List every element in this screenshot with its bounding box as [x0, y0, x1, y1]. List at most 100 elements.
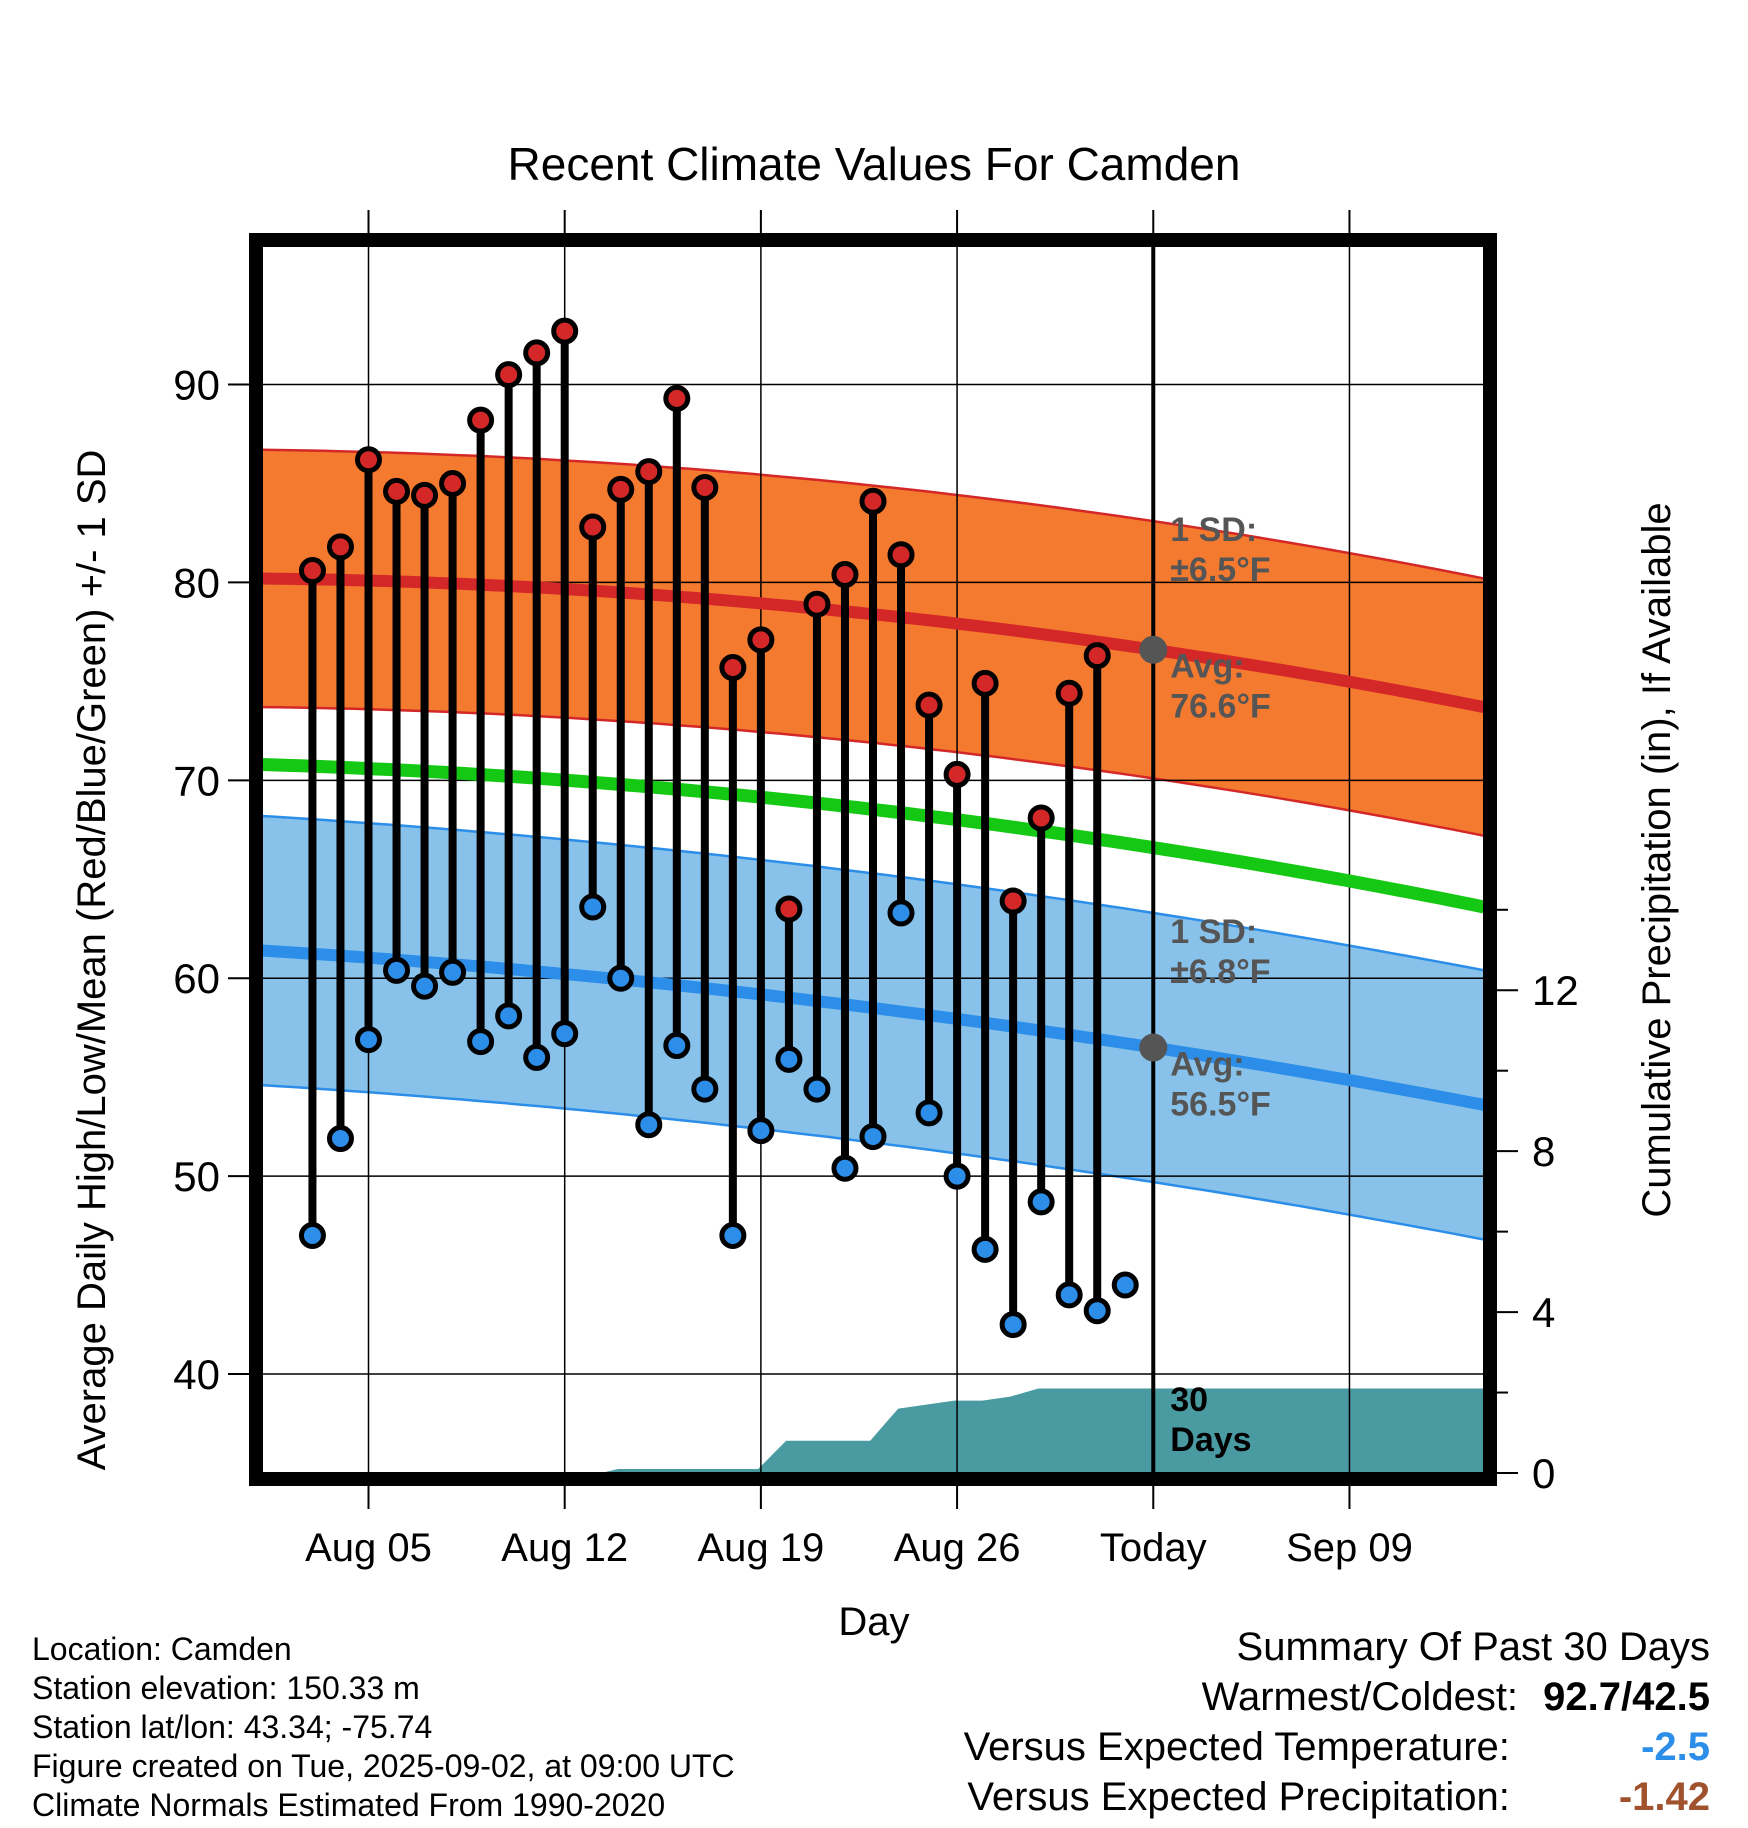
y-tick-label-left: 40: [173, 1351, 220, 1398]
daily-low-point: [523, 1043, 551, 1071]
daily-high-point: [943, 760, 971, 788]
summary-precip-row: Versus Expected Precipitation: -1.42: [964, 1772, 1710, 1822]
y-tick-label-left: 90: [173, 362, 220, 409]
elevation-text: Station elevation: 150.33 m: [32, 1670, 420, 1706]
normals-text: Climate Normals Estimated From 1990-2020: [32, 1787, 666, 1823]
y-tick-label-left: 50: [173, 1153, 220, 1200]
daily-low-point: [971, 1235, 999, 1263]
daily-low-point: [298, 1222, 326, 1250]
high-sd-annotation-value: ±6.5°F: [1170, 551, 1270, 589]
x-tick-label: Aug 12: [501, 1526, 628, 1570]
daily-high-point: [439, 469, 467, 497]
daily-low-point: [467, 1028, 495, 1056]
summary-panel: Summary Of Past 30 Days Warmest/Coldest:…: [964, 1622, 1710, 1822]
daily-high-point: [298, 557, 326, 585]
daily-high-point: [691, 473, 719, 501]
y-tick-label-left: 70: [173, 757, 220, 804]
summary-warmest-row: Warmest/Coldest: 92.7/42.5: [964, 1672, 1710, 1722]
avg-high-marker: [1139, 635, 1168, 664]
daily-high-point: [971, 669, 999, 697]
y-tick-label-right: 8: [1532, 1128, 1555, 1175]
daily-low-point: [607, 964, 635, 992]
station-metadata: Location: Camden Station elevation: 150.…: [32, 1630, 735, 1825]
daily-high-point: [411, 481, 439, 509]
daily-low-point: [635, 1111, 663, 1139]
daily-low-point: [719, 1222, 747, 1250]
x-tick-label: Aug 26: [894, 1526, 1021, 1570]
daily-low-point: [1111, 1271, 1139, 1299]
y-axis-label-right: Cumulative Precipitation (in), If Availa…: [1635, 502, 1679, 1217]
daily-low-point: [943, 1162, 971, 1190]
temp-value: -2.5: [1641, 1725, 1710, 1769]
low-sd-annotation-label: 1 SD:: [1170, 913, 1257, 951]
daily-low-point: [663, 1032, 691, 1060]
y-axis-label-left: Average Daily High/Low/Mean (Red/Blue/Gr…: [70, 450, 114, 1471]
daily-low-point: [355, 1026, 383, 1054]
location-text: Location: Camden: [32, 1631, 292, 1667]
daily-high-point: [831, 561, 859, 589]
x-tick-label: Today: [1100, 1526, 1207, 1570]
high-sd-annotation-label: 1 SD:: [1170, 511, 1257, 549]
daily-high-point: [747, 626, 775, 654]
daily-low-point: [579, 893, 607, 921]
daily-low-point: [411, 972, 439, 1000]
plot-frame: [249, 233, 1497, 1486]
x-axis-label: Day: [838, 1600, 909, 1644]
daily-low-point: [803, 1075, 831, 1103]
daily-high-point: [663, 384, 691, 412]
daily-high-point: [887, 541, 915, 569]
precipitation-area: [262, 1388, 1484, 1473]
daily-high-point: [1027, 804, 1055, 832]
daily-low-point: [1055, 1281, 1083, 1309]
daily-low-point: [326, 1125, 354, 1153]
daily-low-point: [887, 899, 915, 927]
x-tick-label: Aug 19: [697, 1526, 824, 1570]
daily-high-point: [495, 361, 523, 389]
daily-high-point: [1083, 642, 1111, 670]
latlon-text: Station lat/lon: 43.34; -75.74: [32, 1709, 433, 1745]
daily-low-point: [495, 1002, 523, 1030]
daily-high-point: [859, 487, 887, 515]
low-avg-annotation-value: 56.5°F: [1170, 1086, 1271, 1124]
y-tick-label-right: 0: [1532, 1450, 1555, 1497]
daily-high-point: [579, 513, 607, 541]
daily-high-point: [775, 895, 803, 923]
high-avg-annotation-label: Avg:: [1170, 648, 1244, 686]
daily-high-point: [355, 446, 383, 474]
created-text: Figure created on Tue, 2025-09-02, at 09…: [32, 1748, 735, 1784]
daily-low-point: [831, 1154, 859, 1182]
daily-high-point: [383, 477, 411, 505]
warmest-label: Warmest/Coldest:: [1201, 1675, 1519, 1719]
low-sd-annotation-value: ±6.8°F: [1170, 953, 1270, 991]
daily-low-point: [1083, 1297, 1111, 1325]
avg-low-marker: [1139, 1033, 1168, 1062]
daily-low-point: [915, 1099, 943, 1127]
temp-label: Versus Expected Temperature:: [963, 1725, 1510, 1769]
low-avg-annotation-label: Avg:: [1170, 1046, 1244, 1084]
daily-high-point: [803, 590, 831, 618]
window-annotation-line2: Days: [1170, 1421, 1251, 1459]
daily-high-point: [467, 406, 495, 434]
daily-high-point: [607, 475, 635, 503]
daily-low-point: [551, 1020, 579, 1048]
daily-low-point: [747, 1117, 775, 1145]
high-normal-band-upper-edge: [262, 448, 1484, 580]
high-avg-annotation-value: 76.6°F: [1170, 688, 1271, 726]
y-tick-label-left: 60: [173, 955, 220, 1002]
y-tick-label-left: 80: [173, 559, 220, 606]
daily-low-point: [383, 956, 411, 984]
summary-temp-row: Versus Expected Temperature: -2.5: [964, 1722, 1710, 1772]
daily-low-point: [775, 1045, 803, 1073]
daily-high-point: [1055, 679, 1083, 707]
daily-low-point: [1027, 1188, 1055, 1216]
daily-low-point: [691, 1075, 719, 1103]
window-annotation-line1: 30: [1170, 1381, 1208, 1419]
daily-high-point: [999, 887, 1027, 915]
summary-title: Summary Of Past 30 Days: [1236, 1625, 1710, 1669]
chart-title: Recent Climate Values For Camden: [508, 138, 1241, 190]
y-tick-label-right: 12: [1532, 967, 1579, 1014]
daily-low-point: [999, 1311, 1027, 1339]
